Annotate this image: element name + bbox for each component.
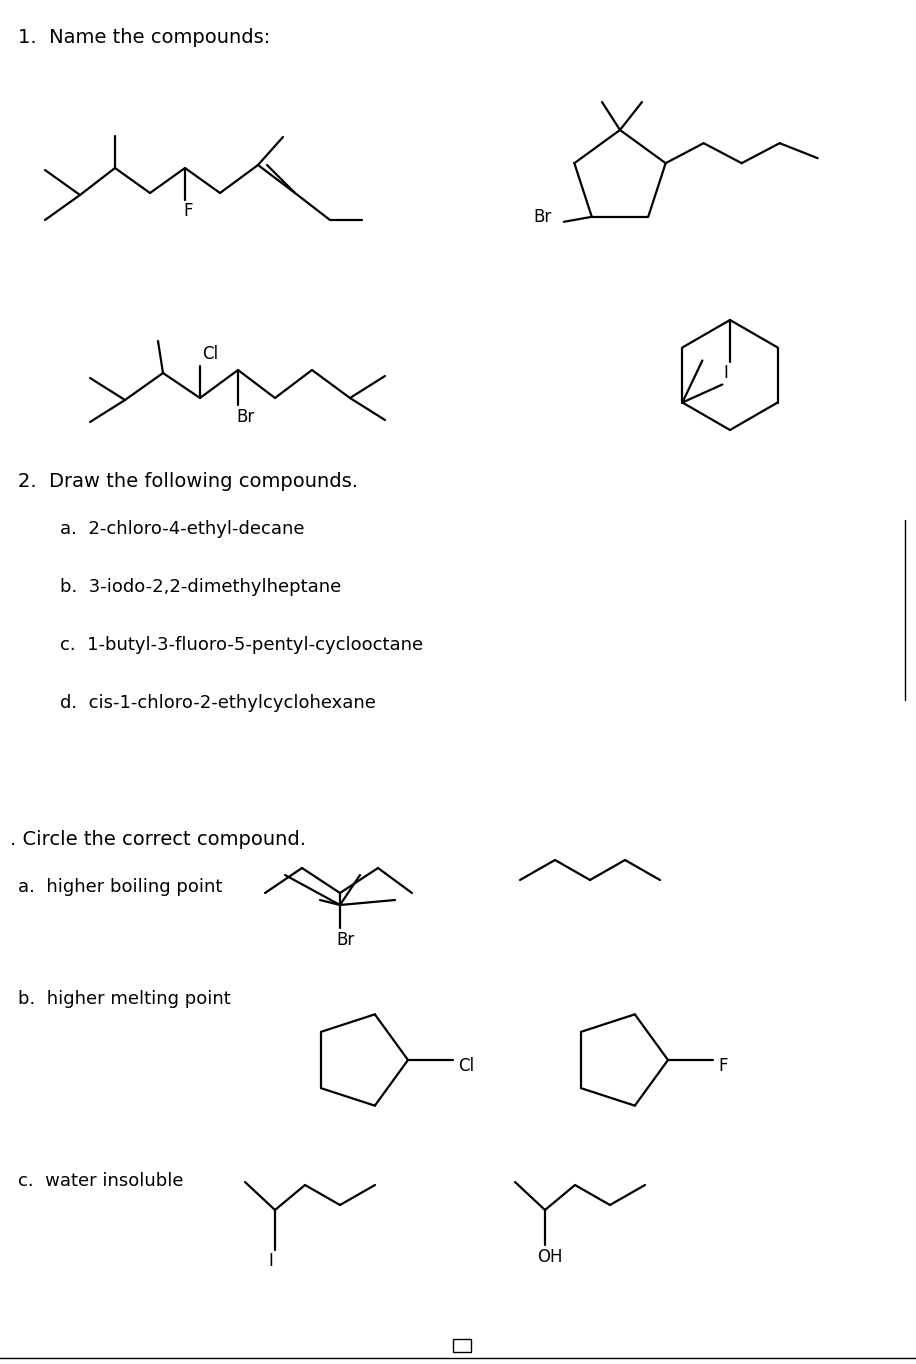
Text: b.  3-iodo-2,2-dimethylheptane: b. 3-iodo-2,2-dimethylheptane xyxy=(60,578,342,596)
Text: Cl: Cl xyxy=(202,345,218,363)
Text: a.  higher boiling point: a. higher boiling point xyxy=(18,878,223,896)
Text: . Circle the correct compound.: . Circle the correct compound. xyxy=(10,831,306,848)
Text: I: I xyxy=(724,364,728,382)
Text: 2.  Draw the following compounds.: 2. Draw the following compounds. xyxy=(18,472,358,491)
Text: d.  cis-1-chloro-2-ethylcyclohexane: d. cis-1-chloro-2-ethylcyclohexane xyxy=(60,694,376,712)
Text: c.  1-butyl-3-fluoro-5-pentyl-cyclooctane: c. 1-butyl-3-fluoro-5-pentyl-cyclooctane xyxy=(60,636,423,653)
Text: c.  water insoluble: c. water insoluble xyxy=(18,1172,183,1189)
Text: Br: Br xyxy=(534,207,552,226)
Text: Br: Br xyxy=(336,932,354,949)
Text: Cl: Cl xyxy=(458,1057,474,1075)
Text: a.  2-chloro-4-ethyl-decane: a. 2-chloro-4-ethyl-decane xyxy=(60,520,304,537)
Text: F: F xyxy=(183,202,192,220)
Bar xyxy=(453,1339,471,1352)
Text: b.  higher melting point: b. higher melting point xyxy=(18,990,231,1008)
Text: I: I xyxy=(268,1252,274,1270)
Text: F: F xyxy=(718,1057,727,1075)
Text: 1.  Name the compounds:: 1. Name the compounds: xyxy=(18,29,270,46)
Text: OH: OH xyxy=(537,1248,562,1266)
Text: Br: Br xyxy=(236,408,255,426)
